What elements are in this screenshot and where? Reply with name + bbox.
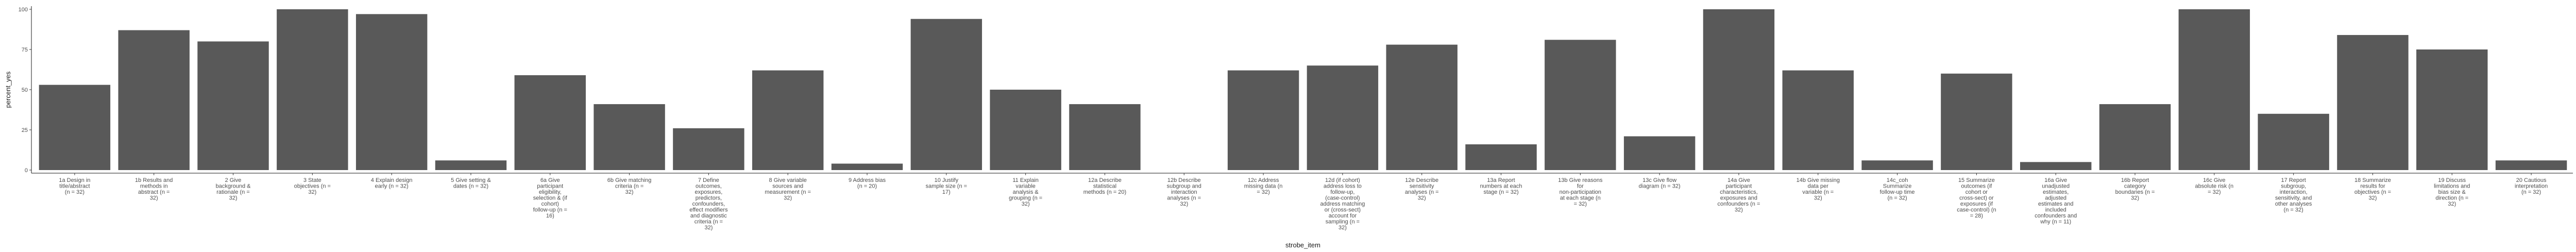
bar [2258,113,2329,170]
x-tick-label: 5 Give setting & dates (n = 32) [451,177,491,190]
bar [752,70,824,170]
y-tick-label: 100 [19,7,28,13]
x-tick-label: 16a Give unadjusted estimates, adjusted esti… [2035,177,2077,225]
bar [990,90,1061,170]
x-tick-label: 16b Report category boundaries (n = 32) [2115,177,2155,201]
bar [2178,9,2250,170]
bar [1227,70,1299,170]
x-tick-label: 1a Design in title/abstract (n = 32) [59,177,90,195]
bar [2337,35,2409,171]
bar [435,160,507,170]
x-tick-label: 12b Describe subgroup and interaction analy… [1167,177,1201,207]
x-tick-label: 12d (if cohort) address loss to follow-up,… [1320,177,1365,231]
y-axis-title: percent_yes [4,71,12,108]
x-tick-label: 14a Give participant characteristics, expos… [1718,177,1760,213]
x-tick-label: 18 Summarize results for objectives (n = 32… [2354,177,2391,201]
x-tick-label: 4 Explain design early (n = 32) [371,177,413,190]
bar [2495,160,2567,170]
bar [1069,104,1141,170]
x-tick-label: 3 State objectives (n = 32) [294,177,331,195]
x-axis: 1a Design in title/abstract (n = 32) 1b Res… [31,173,2573,231]
bar [673,128,744,170]
x-tick-label: 12c Address missing data (n = 32) [1244,177,1283,195]
bar [594,104,665,170]
bar [1545,40,1616,170]
bar [1782,70,1854,170]
x-tick-label: 11 Explain variable analysis & grouping (n … [1009,177,1042,207]
bar [1465,144,1537,170]
x-tick-label: 9 Address bias (n = 20) [849,177,886,190]
bar [1703,9,1775,170]
x-tick-label: 17 Report subgroup, interaction, sensitivit… [2275,177,2312,213]
bar [1386,44,1458,170]
bars [39,9,2567,171]
x-tick-label: 13c Give flow diagram (n = 32) [1639,177,1681,190]
x-axis-title: strobe_item [1285,241,1320,249]
bar [1307,65,1379,170]
x-tick-label: 13b Give reasons for non-participation at e… [1558,177,1603,207]
x-tick-label: 2 Give background & rationale (n = 32) [216,177,251,201]
y-tick-label: 0 [25,167,28,174]
bar [831,163,903,170]
x-tick-label: 20 Cautious interpretation (n = 32) [2515,177,2548,195]
x-tick-label: 16c Give absolute risk (n = 32) [2195,177,2234,195]
bar [118,30,190,171]
y-tick-label: 75 [22,47,28,53]
x-tick-label: 12a Describe statistical methods (n = 20) [1083,177,1126,195]
bar [355,14,428,171]
bar [277,9,348,170]
x-tick-label: 14b Give missing data per variable (n = 32) [1797,177,1840,201]
x-tick-label: 7 Define outcomes, exposures, predictors, co… [689,177,728,231]
y-tick-label: 25 [22,127,28,133]
bar [39,85,111,170]
x-tick-label: 14c_coh Summarize follow-up time (n = 32) [1880,177,1915,201]
bar [514,75,586,170]
bar [1941,73,2012,170]
bar [2416,49,2488,170]
bar [197,41,269,171]
bar [2099,104,2171,170]
y-axis: 0 25 50 75 100 [19,6,32,174]
bar [1861,160,1933,170]
x-tick-label: 8 Give variable sources and measurement (n… [765,177,811,201]
x-tick-label: 15 Summarize outcomes (if cohort or cross-s… [1957,177,1996,219]
x-tick-label: 19 Discuss limitations and bias size & dire… [2434,177,2470,207]
y-tick-label: 50 [22,87,28,93]
x-tick-label: 1b Results and methods in abstract (n = 32) [135,177,173,201]
bar [1623,136,1696,170]
bar [910,19,982,170]
x-tick-label: 13a Report numbers at each stage (n = 32) [1480,177,1522,195]
x-tick-label: 6b Give matching criteria (n = 32) [607,177,652,195]
x-tick-label: 6a Give participant eligibility, selection … [533,177,568,219]
x-tick-label: 12e Describe sensitivity analyses (n = 32) [1405,177,1439,201]
bar [2020,162,2092,170]
x-tick-label: 10 Justify sample size (n = 17) [926,177,967,195]
